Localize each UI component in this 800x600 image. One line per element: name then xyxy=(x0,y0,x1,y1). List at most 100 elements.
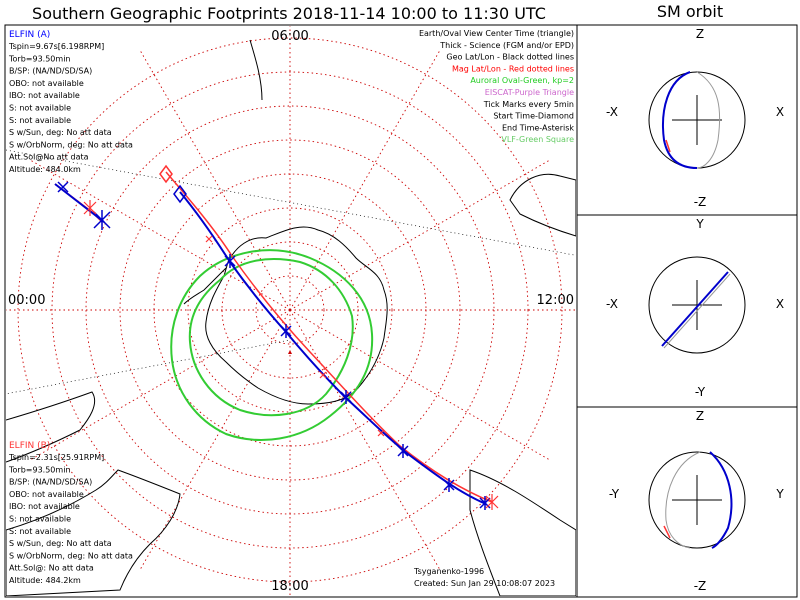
falkland-arc xyxy=(249,39,263,101)
track-markers xyxy=(57,164,499,510)
axis-bottom: -Z xyxy=(694,579,707,593)
mag-meridian xyxy=(289,309,441,571)
info-line: S: not available xyxy=(9,515,71,524)
south-america-coast xyxy=(6,391,96,463)
figure-title: Southern Geographic Footprints 2018-11-1… xyxy=(32,4,546,23)
orbit-projection-gray xyxy=(696,71,721,169)
antarctica-coast xyxy=(205,226,388,405)
orbit-projection-gray xyxy=(663,273,731,349)
elfin-b-start-diamond xyxy=(159,164,173,184)
elfin-b-info: ELFIN (B) Tspin=2.31s[25.91RPM] Torb=93.5… xyxy=(8,441,133,585)
orbit-projection xyxy=(661,271,729,347)
axis-left: -Y xyxy=(609,487,620,501)
orbit-panel-3-frame xyxy=(576,406,798,598)
elfin-a-track xyxy=(179,191,487,505)
elfin-a-info: ELFIN (A) Tspin=9.67s[6.198RPM] Torb=93.5… xyxy=(8,30,133,174)
mag-meridian xyxy=(289,309,551,461)
legend-item: Start Time-Diamond xyxy=(493,112,574,121)
geo-grid-line xyxy=(6,339,291,395)
mag-meridian xyxy=(29,159,291,311)
mag-meridian xyxy=(289,159,551,311)
info-line: S: not available xyxy=(9,104,71,113)
auroral-oval xyxy=(170,249,374,441)
info-line: S w/OrbNorm, deg: No att data xyxy=(9,140,133,149)
orbit-panel-yz: Z -Z -Y Y xyxy=(609,409,784,593)
legend-item: Earth/Oval View Center Time (triangle) xyxy=(419,29,574,38)
info-line: Tspin=9.67s[6.198RPM] xyxy=(8,42,104,51)
map-legend: Earth/Oval View Center Time (triangle) Th… xyxy=(419,29,574,144)
elfin-a-start-diamond xyxy=(173,184,187,204)
axis-top: Z xyxy=(696,409,704,423)
mag-lon-lines xyxy=(6,26,576,596)
legend-item: Tick Marks every 5min xyxy=(483,100,574,109)
elfin-b-segment xyxy=(663,525,671,539)
info-line: OBO: not available xyxy=(9,490,84,499)
elfin-b-tick-marks xyxy=(83,200,499,510)
info-line: Att.Sol@: No att data xyxy=(9,564,94,573)
axis-right: X xyxy=(776,105,784,119)
axis-right: X xyxy=(776,297,784,311)
axes-cross xyxy=(672,475,722,525)
axes-cross xyxy=(672,280,722,330)
axis-bottom: -Z xyxy=(694,195,707,209)
earth-circle xyxy=(648,256,746,354)
elfin-a-track-left xyxy=(54,183,105,223)
legend-item: VLF-Green Square xyxy=(501,135,574,144)
info-line: OBO: not available xyxy=(9,79,84,88)
info-line: Tspin=2.31s[25.91RPM] xyxy=(8,453,104,462)
info-line: S: not available xyxy=(9,116,71,125)
info-line: Att.Sol@No att data xyxy=(9,153,89,162)
created-timestamp: Created: Sun Jan 29 10:08:07 2023 xyxy=(414,579,555,588)
info-line: S: not available xyxy=(9,527,71,536)
orbit-projection-gray xyxy=(665,451,701,549)
axis-right: Y xyxy=(775,487,784,501)
legend-item: Geo Lat/Lon - Black dotted lines xyxy=(446,53,574,62)
info-line: Torb=93.50min xyxy=(8,465,70,474)
orbit-panel-2-frame xyxy=(576,214,798,408)
axis-top: Z xyxy=(696,27,704,41)
axis-left: -X xyxy=(606,297,618,311)
mlt-label-top: 06:00 xyxy=(271,29,308,44)
orbit-projection xyxy=(709,451,733,549)
auroral-oval-inner xyxy=(188,258,354,417)
auroral-oval-outer xyxy=(170,249,374,441)
elfin-b-segment xyxy=(665,139,671,153)
polar-map xyxy=(6,26,576,596)
mag-meridian xyxy=(139,309,291,571)
australia-coast xyxy=(469,469,576,596)
mag-meridian xyxy=(139,49,291,311)
mlt-label-bottom: 18:00 xyxy=(271,579,308,594)
legend-item: Mag Lat/Lon - Red dotted lines xyxy=(452,64,574,73)
orbit-title: SM orbit xyxy=(657,2,723,21)
info-line: Altitude: 484.2km xyxy=(9,576,81,585)
elfin-a-title: ELFIN (A) xyxy=(9,30,50,40)
pole-marker xyxy=(288,350,292,354)
antarctic-peninsula xyxy=(183,267,227,305)
orbit-panel-xy: Y -Y -X X xyxy=(606,217,784,399)
coastlines xyxy=(6,39,576,596)
info-line: B/SP: (NA/ND/SD/SA) xyxy=(9,67,92,76)
elfin-b-track xyxy=(165,171,493,503)
africa-coast xyxy=(6,469,181,596)
elfin-a-tick-marks xyxy=(57,181,491,510)
info-line: B/SP: (NA/ND/SD/SA) xyxy=(9,478,92,487)
mlt-label-left: 00:00 xyxy=(8,293,45,308)
axis-bottom: -Y xyxy=(695,385,706,399)
geo-grid xyxy=(6,149,575,395)
orbit-panel-xz: Z -Z -X X xyxy=(606,27,784,209)
elfin-b-title: ELFIN (B) xyxy=(9,441,50,451)
axis-left: -X xyxy=(606,105,618,119)
info-line: Torb=93.50min xyxy=(8,54,70,63)
mag-meridian xyxy=(29,309,291,461)
legend-item: Thick - Science (FGM and/or EPD) xyxy=(439,41,574,50)
info-line: IBO: not available xyxy=(9,91,80,100)
legend-item: EISCAT-Purple Triangle xyxy=(485,88,574,97)
info-line: S w/OrbNorm, deg: No att data xyxy=(9,551,133,560)
axis-top: Y xyxy=(695,217,704,231)
legend-item: Auroral Oval-Green, kp=2 xyxy=(470,76,574,85)
model-credit: Tsyganenko-1996 xyxy=(413,567,484,576)
info-line: Altitude: 484.0km xyxy=(9,165,81,174)
info-line: IBO: not available xyxy=(9,502,80,511)
mlt-label-right: 12:00 xyxy=(537,293,574,308)
